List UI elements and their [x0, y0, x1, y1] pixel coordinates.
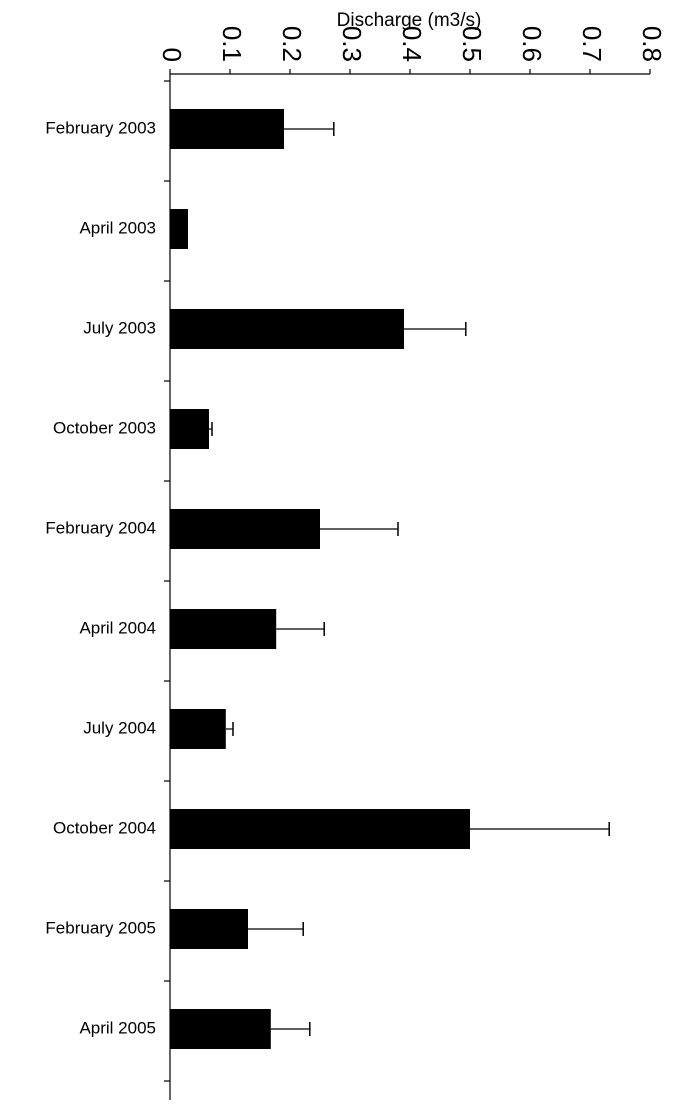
bar — [170, 609, 277, 649]
x-tick-label: 0.3 — [337, 26, 367, 62]
category-label: April 2004 — [79, 618, 156, 637]
x-tick-label: 0.1 — [217, 26, 247, 62]
bar — [170, 909, 248, 949]
bar — [170, 809, 470, 849]
x-tick-label: 0.7 — [577, 26, 607, 62]
x-axis-ticks: 0 0.1 0.2 0.3 0.4 0.5 0.6 0.7 0.8 — [157, 26, 667, 74]
category-label: April 2005 — [79, 1018, 156, 1037]
category-label: February 2004 — [45, 518, 156, 537]
bars — [170, 109, 470, 1049]
category-label: October 2004 — [53, 818, 156, 837]
bar — [170, 409, 209, 449]
category-axis: February 2003 April 2003 July 2003 October … — [45, 80, 170, 1082]
category-label: October 2003 — [53, 418, 156, 437]
category-label: April 2003 — [79, 218, 156, 237]
category-label: July 2003 — [83, 318, 156, 337]
bar — [170, 1009, 271, 1049]
bar — [170, 209, 188, 249]
bar — [170, 509, 320, 549]
x-tick-label: 0 — [157, 48, 187, 62]
x-tick-label: 0.4 — [397, 26, 427, 62]
bar — [170, 709, 226, 749]
x-axis-title: Discharge (m3/s) — [337, 10, 482, 31]
x-tick-label: 0.6 — [517, 26, 547, 62]
error-bars — [209, 122, 610, 1036]
bar — [170, 109, 284, 149]
x-tick-label: 0.8 — [637, 26, 667, 62]
bar — [170, 309, 404, 349]
x-tick-label: 0.5 — [457, 26, 487, 62]
x-tick-label: 0.2 — [277, 26, 307, 62]
category-label: February 2003 — [45, 118, 156, 137]
category-label: July 2004 — [83, 718, 156, 737]
category-label: February 2005 — [45, 918, 156, 937]
